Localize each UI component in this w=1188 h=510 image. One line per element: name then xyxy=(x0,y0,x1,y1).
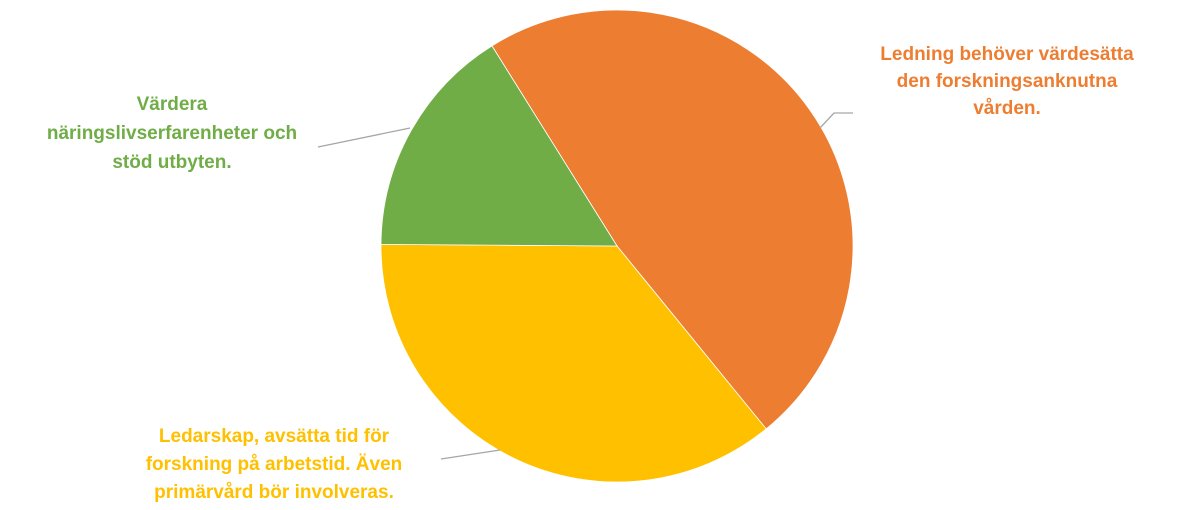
leader-line-1 xyxy=(819,112,853,129)
slice-label-line: Värdera xyxy=(137,94,208,115)
slice-label-line: primärvård bör involveras. xyxy=(154,482,394,503)
pie-slice-1 xyxy=(491,9,854,430)
pie-slice-3 xyxy=(380,45,618,247)
slice-label-line: den forskningsanknutna xyxy=(897,71,1118,92)
slice-label-2: Ledarskap, avsätta tid för forskning på a… xyxy=(146,426,403,503)
slice-label-3: Värdera näringslivserfarenheter och stöd u… xyxy=(47,94,297,173)
slice-label-line: vården. xyxy=(973,98,1041,119)
slice-label-line: stöd utbyten. xyxy=(112,152,231,173)
leader-lines xyxy=(317,112,853,460)
slice-label-1: Ledning behöver värdesätta den forsknings… xyxy=(880,44,1134,119)
slice-labels: Ledning behöver värdesätta den forsknings… xyxy=(47,44,1134,503)
slice-label-line: forskning på arbetstid. Även xyxy=(146,454,403,475)
slice-label-line: näringslivserfarenheter och xyxy=(47,123,297,144)
leader-line-2 xyxy=(440,449,501,460)
slice-label-line: Ledning behöver värdesätta xyxy=(880,44,1134,65)
leader-line-3 xyxy=(317,127,411,148)
pie-slice-2 xyxy=(380,243,767,483)
pie-slices xyxy=(380,9,854,483)
slice-label-line: Ledarskap, avsätta tid för xyxy=(159,426,390,447)
